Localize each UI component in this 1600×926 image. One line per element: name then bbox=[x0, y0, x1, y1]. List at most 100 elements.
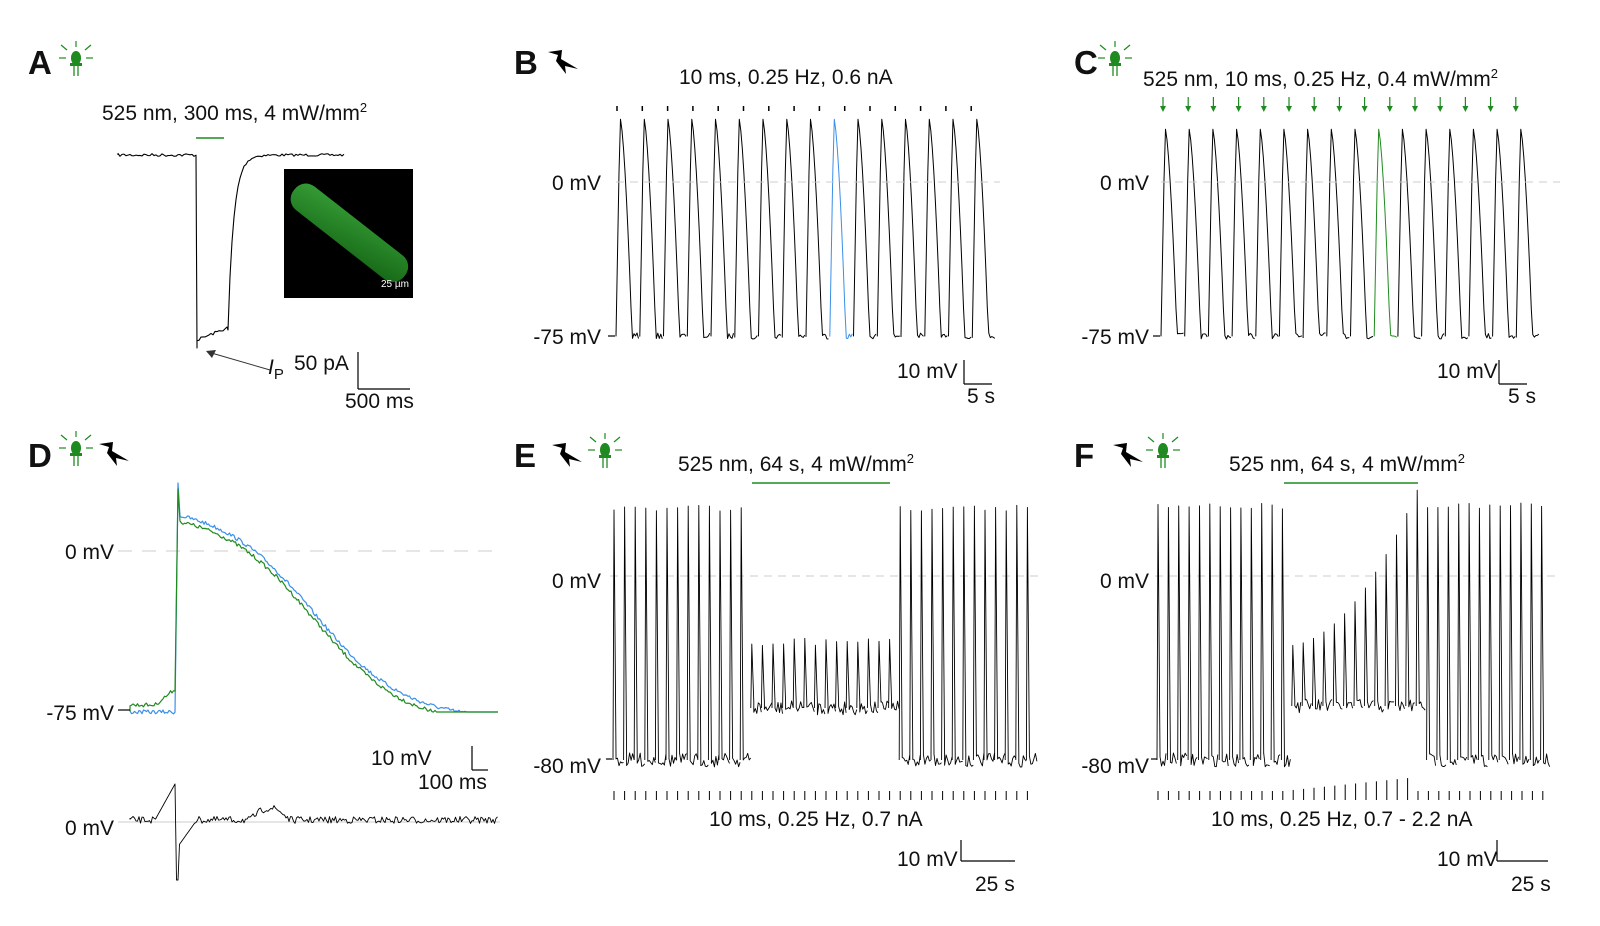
panel-e-ap bbox=[919, 510, 932, 765]
panel-e-ap bbox=[983, 509, 995, 762]
panel-e-ap bbox=[888, 638, 900, 711]
panel-e-stim-elec-label: 10 ms, 0.25 Hz, 0.7 nA bbox=[709, 808, 923, 831]
panel-d-letter: D bbox=[28, 437, 52, 474]
panel-c-ap bbox=[1515, 128, 1540, 338]
panel-e-ap bbox=[845, 640, 858, 716]
panel-e-ap bbox=[623, 506, 635, 766]
led-light-icon bbox=[59, 431, 93, 466]
panel-f-ap bbox=[1436, 507, 1447, 767]
panel-b-y-top: 0 mV bbox=[551, 172, 601, 195]
panel-f-ap bbox=[1488, 504, 1499, 763]
panel-b-ap bbox=[971, 118, 996, 339]
panel-f-stim-light-label: 525 nm, 64 s, 4 mW/mm2 bbox=[1229, 451, 1465, 476]
panel-e-ap bbox=[792, 638, 804, 712]
panel-e-ap bbox=[612, 509, 624, 767]
led-light-icon bbox=[59, 41, 93, 76]
panel-b-y-bottom: -75 mV bbox=[533, 326, 601, 349]
panel-f-ap bbox=[1156, 503, 1167, 767]
panel-f-ap bbox=[1353, 601, 1364, 708]
panel-e-ap bbox=[866, 638, 879, 714]
panel-f-scale-x: 25 s bbox=[1511, 873, 1551, 896]
panel-c-ap bbox=[1278, 128, 1303, 338]
panel-c-light-arrow-head bbox=[1260, 106, 1267, 112]
panel-f-ap bbox=[1239, 507, 1250, 767]
panel-f-ap bbox=[1166, 507, 1177, 764]
panel-e-ap bbox=[676, 507, 688, 763]
panel-d-difference-trace bbox=[129, 783, 498, 881]
panel-c-light-arrow-head bbox=[1160, 106, 1166, 112]
panel-e-ap bbox=[644, 507, 656, 766]
panel-b-scale-y: 10 mV bbox=[897, 360, 958, 383]
panel-f-ap bbox=[1229, 507, 1240, 767]
panel-c-light-arrow-head bbox=[1210, 106, 1217, 112]
cell-image-inset: 25 µm bbox=[284, 169, 413, 298]
panel-f-ap bbox=[1477, 507, 1488, 768]
panel-c-light-arrow-head bbox=[1386, 106, 1393, 112]
panel-c-ap bbox=[1492, 128, 1516, 339]
panel-e-ap bbox=[951, 506, 963, 765]
panel-b-ap bbox=[853, 118, 877, 340]
panel-f-scale-y: 10 mV bbox=[1437, 848, 1498, 871]
panel-e-ap bbox=[930, 508, 942, 766]
panel-b-ap bbox=[829, 118, 853, 339]
panel-e-scale-x: 25 s bbox=[975, 873, 1015, 896]
panel-f-ap bbox=[1187, 506, 1198, 766]
panel-e-ap bbox=[835, 641, 847, 716]
panel-c-light-arrow-head bbox=[1361, 106, 1368, 112]
panel-e-ap bbox=[909, 510, 921, 767]
panel-e-ap bbox=[697, 504, 709, 768]
panel-f-ap bbox=[1415, 489, 1426, 711]
panel-f-ap bbox=[1395, 534, 1405, 712]
panel-c-stim-label: 525 nm, 10 ms, 0.25 Hz, 0.4 mW/mm2 bbox=[1143, 66, 1499, 91]
panel-e-ap bbox=[813, 644, 826, 716]
panel-c-ap bbox=[1207, 128, 1232, 340]
panel-f-ap bbox=[1270, 504, 1281, 765]
panel-b-ap bbox=[758, 118, 782, 339]
panel-f-ap bbox=[1498, 505, 1509, 765]
panel-e-ap bbox=[898, 506, 911, 765]
panel-e-stim-light-label: 525 nm, 64 s, 4 mW/mm2 bbox=[678, 451, 914, 476]
panel-e-ap bbox=[1015, 504, 1027, 768]
panel-f-letter: F bbox=[1074, 437, 1095, 474]
panel-d-optical-ap bbox=[129, 488, 498, 713]
panel-b-scale-x: 5 s bbox=[967, 385, 996, 408]
panel-c-y-bottom: -75 mV bbox=[1081, 326, 1149, 349]
panel-f-ap bbox=[1374, 571, 1385, 713]
panel-c-ap bbox=[1160, 128, 1184, 337]
panel-b-ap bbox=[734, 118, 758, 340]
panel-e-ap bbox=[739, 507, 752, 761]
led-light-icon bbox=[588, 433, 622, 468]
panel-c-ap bbox=[1421, 128, 1445, 340]
panel-e-y-bottom: -80 mV bbox=[533, 755, 601, 778]
panel-c-light-arrow-head bbox=[1512, 106, 1519, 112]
panel-e-ap bbox=[877, 640, 889, 710]
panel-e-ap bbox=[729, 509, 741, 768]
panel-b-ap bbox=[924, 118, 948, 338]
panel-f-ap bbox=[1467, 503, 1478, 764]
panel-c-ap bbox=[1255, 128, 1279, 340]
panel-d-scale-y: 10 mV bbox=[371, 747, 432, 770]
panel-d-y-top: 0 mV bbox=[64, 541, 114, 564]
panel-e-ap bbox=[771, 643, 783, 714]
panel-f-ap bbox=[1280, 508, 1291, 768]
panel-e-ap bbox=[856, 641, 868, 715]
panel-c-light-arrow-head bbox=[1286, 106, 1292, 112]
panel-f-ap bbox=[1529, 503, 1540, 767]
panel-c-light-arrow-head bbox=[1235, 106, 1242, 112]
led-light-icon bbox=[1146, 433, 1180, 468]
panel-c-light-arrow-head bbox=[1311, 106, 1318, 112]
panel-a-stim-label: 525 nm, 300 ms, 4 mW/mm2 bbox=[102, 100, 368, 125]
panel-f-ap bbox=[1198, 505, 1208, 765]
panel-e-ap bbox=[962, 506, 974, 767]
panel-f-ap bbox=[1384, 554, 1395, 710]
panel-e-ap bbox=[803, 637, 815, 712]
panel-b-stim-label: 10 ms, 0.25 Hz, 0.6 nA bbox=[679, 66, 893, 89]
lightning-bolt-icon bbox=[1113, 443, 1143, 467]
panel-e-ap bbox=[633, 506, 646, 767]
panel-f-ap bbox=[1291, 644, 1302, 714]
panel-c-light-arrow-head bbox=[1487, 106, 1494, 112]
panel-e-letter: E bbox=[514, 437, 537, 474]
panel-f-ap bbox=[1218, 506, 1229, 767]
panel-c-ap bbox=[1184, 128, 1208, 340]
panel-c-y-top: 0 mV bbox=[1099, 172, 1149, 195]
